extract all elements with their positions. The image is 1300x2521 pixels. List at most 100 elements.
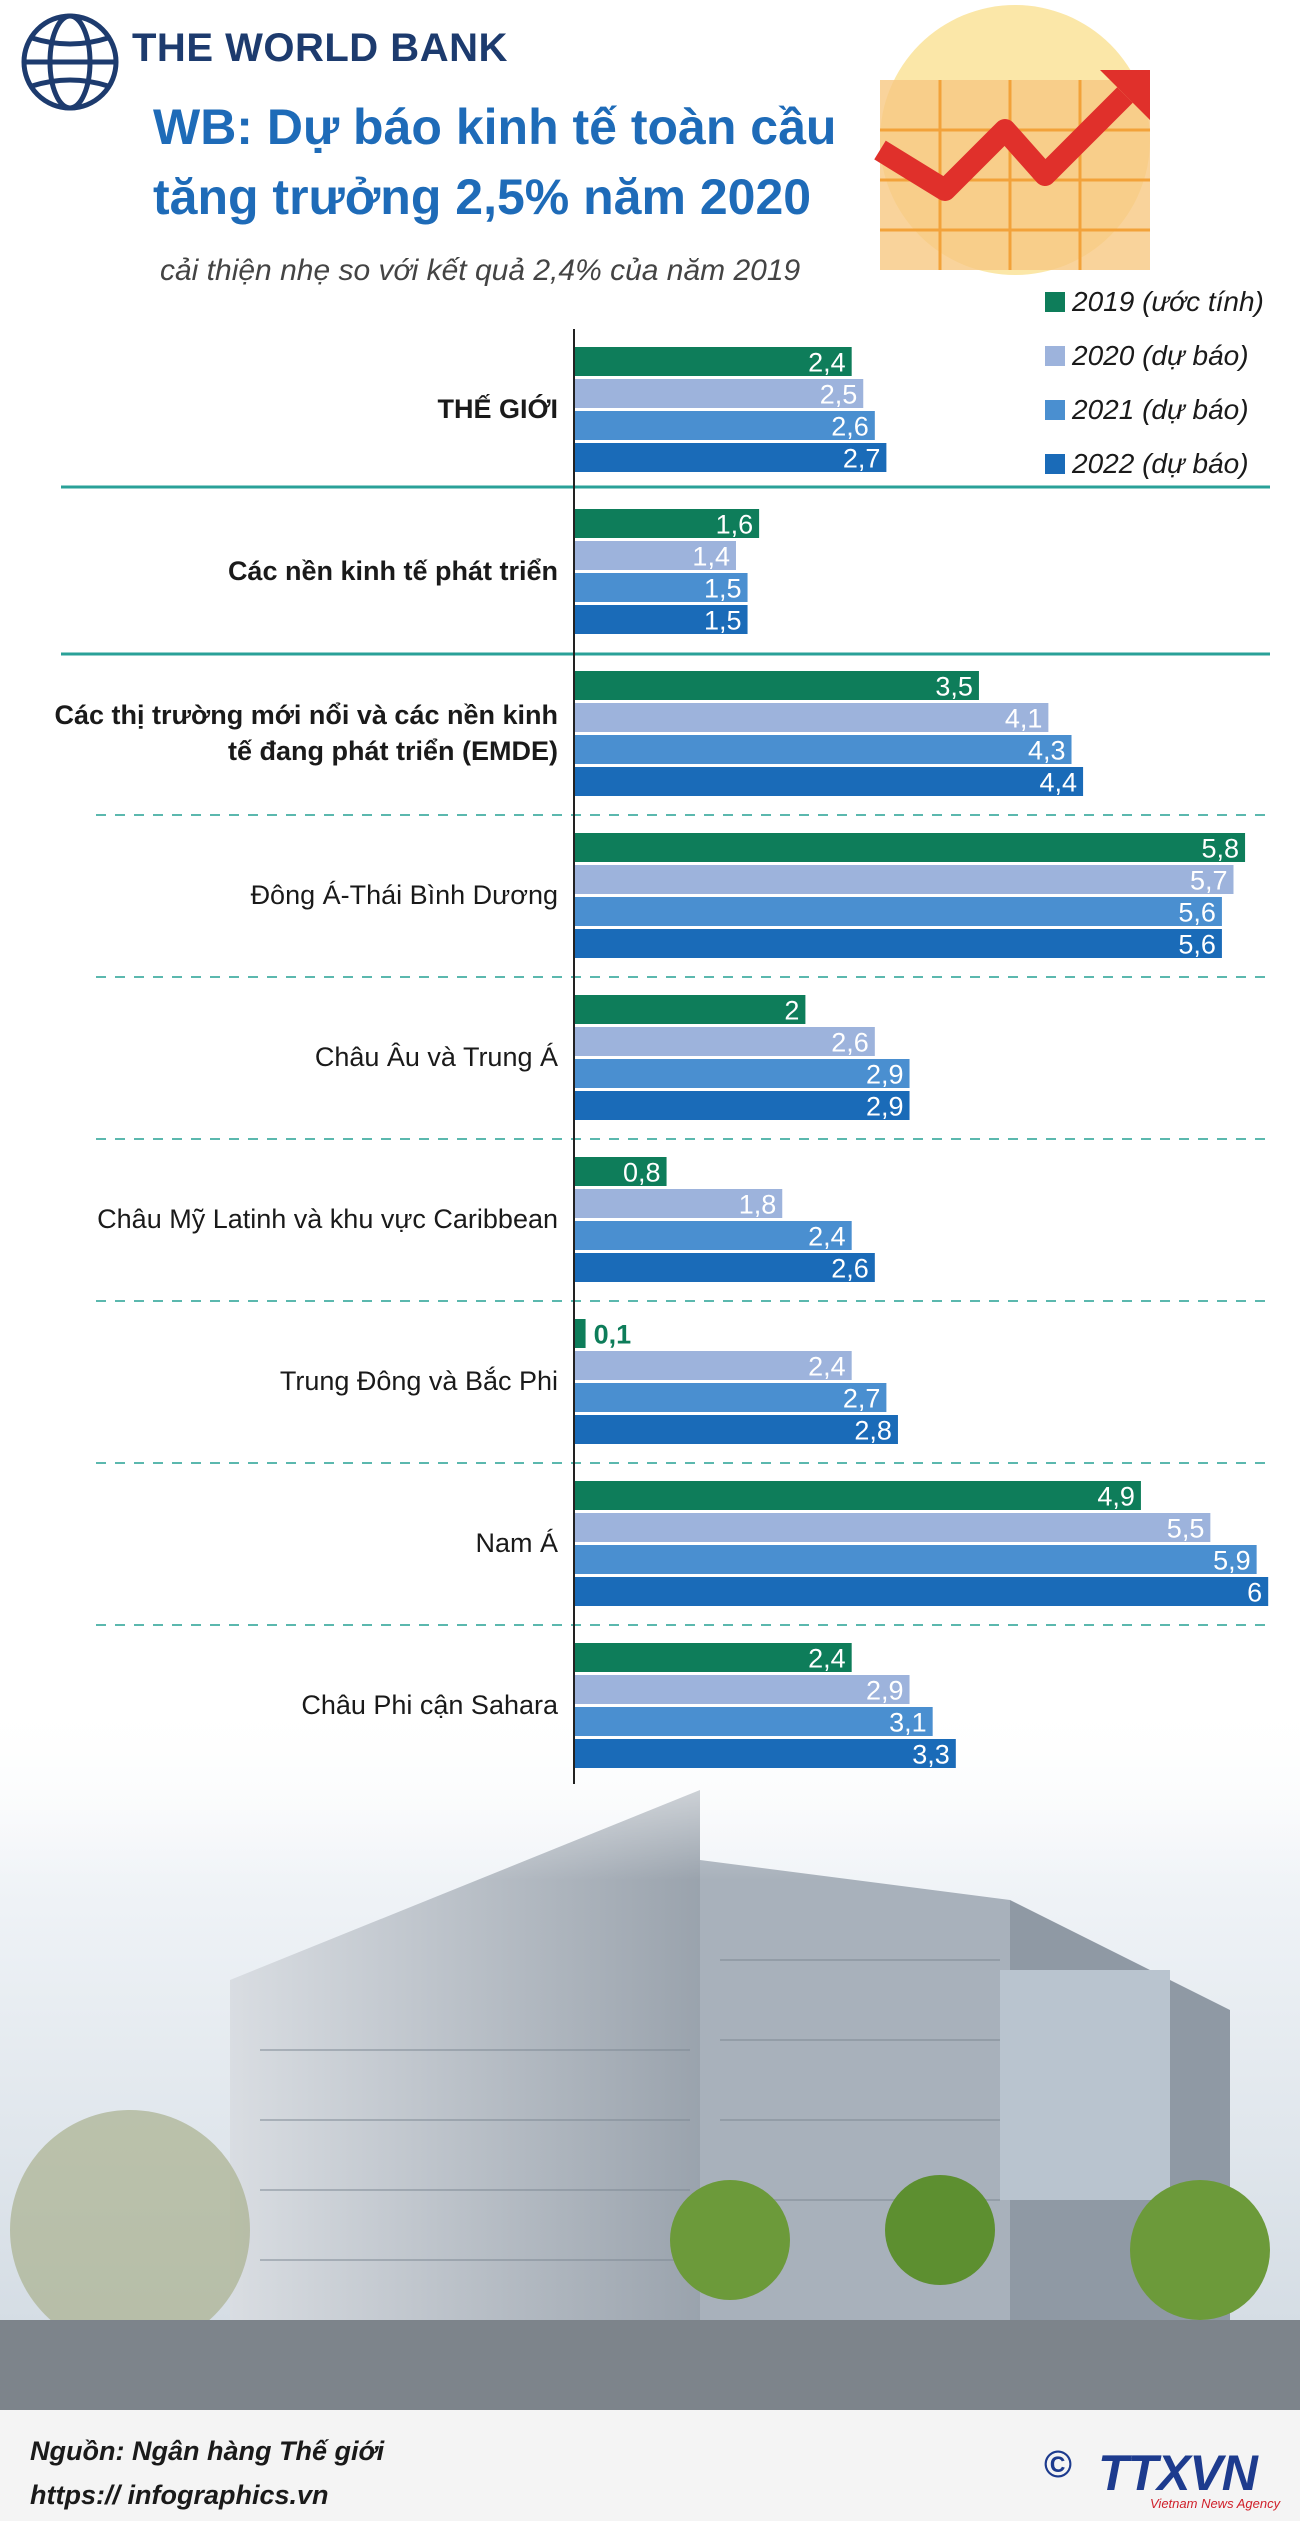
value-label: 4,1 [1005, 704, 1043, 734]
separators [61, 485, 1270, 1626]
value-label: 2,8 [854, 1416, 892, 1446]
bar [574, 1319, 586, 1348]
category-label: Châu Âu và Trung Á [314, 1042, 558, 1072]
value-label: 5,7 [1190, 866, 1228, 896]
brand: THE WORLD BANK [132, 26, 508, 70]
value-label: 2,4 [808, 1644, 846, 1674]
category-label: Các nền kinh tế phát triển [227, 556, 558, 586]
bar [574, 767, 1084, 796]
legend-label: 2020 (dự báo) [1072, 340, 1249, 371]
bar [574, 1189, 783, 1218]
growth-illustration [874, 5, 1150, 275]
value-label: 1,8 [739, 1190, 777, 1220]
value-label: 3,3 [912, 1740, 950, 1770]
legend-label: 2019 (ước tính) [1072, 286, 1264, 317]
bar [574, 509, 760, 538]
bar [574, 1643, 852, 1672]
value-label: 3,5 [935, 672, 973, 702]
bar [574, 671, 979, 700]
value-label: 1,6 [716, 510, 754, 540]
bar [574, 1675, 910, 1704]
category-label: Các thị trường mới nổi và các nền kinh t… [54, 700, 558, 766]
value-label: 2,4 [808, 1222, 846, 1252]
legend-swatch [1045, 346, 1065, 366]
value-label: 5,9 [1213, 1546, 1251, 1576]
bar [574, 897, 1222, 926]
legend-swatch [1045, 454, 1065, 474]
background-photo [0, 1700, 1300, 2521]
bar [574, 347, 852, 376]
value-label: 2,9 [866, 1676, 904, 1706]
bar [574, 735, 1072, 764]
bar [574, 573, 748, 602]
category-label: Châu Mỹ Latinh và khu vực Caribbean [97, 1204, 558, 1234]
value-label: 5,6 [1178, 898, 1216, 928]
bar [574, 1383, 887, 1412]
bar [574, 1577, 1269, 1606]
value-label: 2,4 [808, 1352, 846, 1382]
value-label: 2,7 [843, 444, 881, 474]
bar [574, 865, 1234, 894]
bar [574, 1221, 852, 1250]
bar [574, 1481, 1141, 1510]
value-label: 2,7 [843, 1384, 881, 1414]
value-label: 5,6 [1178, 930, 1216, 960]
value-label: 1,4 [692, 542, 730, 572]
value-label: 4,3 [1028, 736, 1066, 766]
source: Nguồn: Ngân hàng Thế giới [30, 2436, 385, 2466]
bar [574, 833, 1246, 862]
bar [574, 443, 887, 472]
value-label: 0,8 [623, 1158, 661, 1188]
bar [574, 1157, 667, 1186]
world-bank-logo [21, 13, 119, 111]
bar [574, 995, 806, 1024]
value-label: 5,8 [1202, 834, 1240, 864]
bar [574, 1091, 910, 1120]
bar [574, 411, 875, 440]
value-label: 2 [784, 996, 799, 1026]
bar [574, 379, 864, 408]
value-label: 2,5 [820, 380, 858, 410]
value-label: 1,5 [704, 606, 742, 636]
value-label: 1,5 [704, 574, 742, 604]
bar [574, 1513, 1211, 1542]
bar [574, 1545, 1257, 1574]
legend-swatch [1045, 292, 1065, 312]
bar [574, 703, 1049, 732]
value-label: 2,9 [866, 1092, 904, 1122]
value-label: 2,6 [831, 412, 869, 442]
bar [574, 1707, 933, 1736]
value-label: 2,4 [808, 348, 846, 378]
value-label: 6 [1247, 1578, 1262, 1608]
value-label: 2,6 [831, 1254, 869, 1284]
value-label: 3,1 [889, 1708, 927, 1738]
value-label: 4,4 [1040, 768, 1078, 798]
legend-label: 2022 (dự báo) [1072, 448, 1249, 479]
legend-label: 2021 (dự báo) [1072, 394, 1249, 425]
legend-swatch [1045, 400, 1065, 420]
bar [574, 541, 736, 570]
value-label: 0,1 [594, 1320, 632, 1350]
value-label: 4,9 [1097, 1482, 1135, 1512]
url: https:// infographics.vn [30, 2480, 329, 2510]
value-label: 2,6 [831, 1028, 869, 1058]
bar [574, 1253, 875, 1282]
bar [574, 1351, 852, 1380]
agency-logo: TTXVN [1098, 2445, 1258, 2501]
bar [574, 1027, 875, 1056]
value-label: 2,9 [866, 1060, 904, 1090]
category-label: Đông Á-Thái Bình Dương [250, 880, 558, 910]
agency-tagline: Vietnam News Agency [1150, 2496, 1281, 2511]
bar [574, 1415, 898, 1444]
bar [574, 1739, 956, 1768]
bar [574, 929, 1222, 958]
bar [574, 605, 748, 634]
category-label: Trung Đông và Bắc Phi [279, 1366, 558, 1396]
chart-subtitle: cải thiện nhẹ so với kết quả 2,4% của nă… [160, 254, 801, 287]
value-label: 5,5 [1167, 1514, 1205, 1544]
copyright: © [1044, 2444, 1072, 2486]
bar [574, 1059, 910, 1088]
chart-title: WB: Dự báo kinh tế toàn cầu tăng trưởng … [153, 99, 837, 225]
